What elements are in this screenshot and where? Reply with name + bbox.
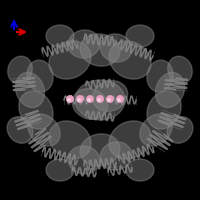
Ellipse shape (68, 146, 100, 174)
Circle shape (98, 99, 100, 101)
Ellipse shape (92, 81, 128, 111)
Circle shape (66, 95, 74, 103)
Ellipse shape (109, 121, 151, 159)
Ellipse shape (147, 60, 173, 92)
Ellipse shape (167, 117, 193, 143)
Ellipse shape (72, 89, 108, 119)
Ellipse shape (15, 72, 45, 108)
Circle shape (116, 95, 124, 103)
Circle shape (118, 99, 120, 101)
Ellipse shape (80, 34, 120, 66)
Circle shape (88, 99, 90, 101)
Ellipse shape (100, 34, 132, 62)
Ellipse shape (126, 159, 154, 181)
Ellipse shape (140, 114, 172, 146)
Ellipse shape (155, 72, 185, 108)
Circle shape (96, 95, 104, 103)
Circle shape (68, 99, 70, 101)
Ellipse shape (100, 142, 132, 170)
Ellipse shape (147, 91, 181, 129)
Ellipse shape (49, 41, 91, 79)
Circle shape (86, 95, 94, 103)
Ellipse shape (49, 121, 91, 159)
Ellipse shape (27, 60, 53, 92)
Ellipse shape (7, 117, 33, 143)
Ellipse shape (19, 91, 53, 129)
Ellipse shape (46, 159, 74, 181)
Ellipse shape (80, 134, 120, 166)
Ellipse shape (68, 30, 100, 58)
Ellipse shape (8, 56, 32, 84)
Ellipse shape (168, 56, 192, 84)
Ellipse shape (109, 41, 151, 79)
Circle shape (78, 99, 80, 101)
Ellipse shape (126, 25, 154, 47)
Circle shape (106, 95, 114, 103)
Ellipse shape (75, 80, 125, 120)
Circle shape (76, 95, 84, 103)
Ellipse shape (28, 114, 60, 146)
Circle shape (108, 99, 110, 101)
Ellipse shape (46, 25, 74, 47)
